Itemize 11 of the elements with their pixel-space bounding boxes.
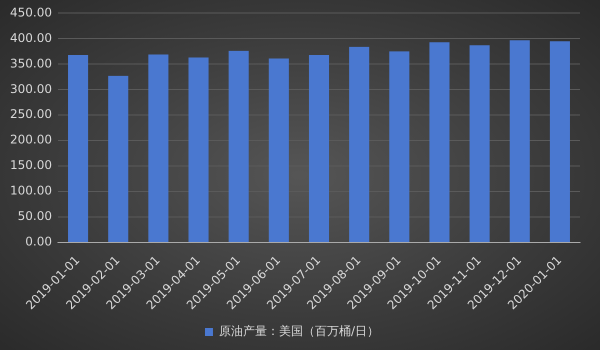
y-tick-label: 250.00 (10, 107, 52, 122)
y-tick-label: 0.00 (25, 234, 52, 249)
y-tick-label: 150.00 (10, 158, 52, 172)
y-tick-label: 50.00 (18, 209, 52, 224)
y-tick-label: 100.00 (10, 184, 52, 198)
y-tick-label: 400.00 (10, 30, 52, 45)
legend-label: 原油产量：美国（百万桶/日） (218, 324, 380, 338)
y-tick-label: 450.00 (10, 5, 52, 20)
y-tick-label: 300.00 (10, 82, 52, 96)
y-tick-label: 200.00 (10, 132, 52, 147)
y-tick-label: 350.00 (10, 56, 52, 70)
